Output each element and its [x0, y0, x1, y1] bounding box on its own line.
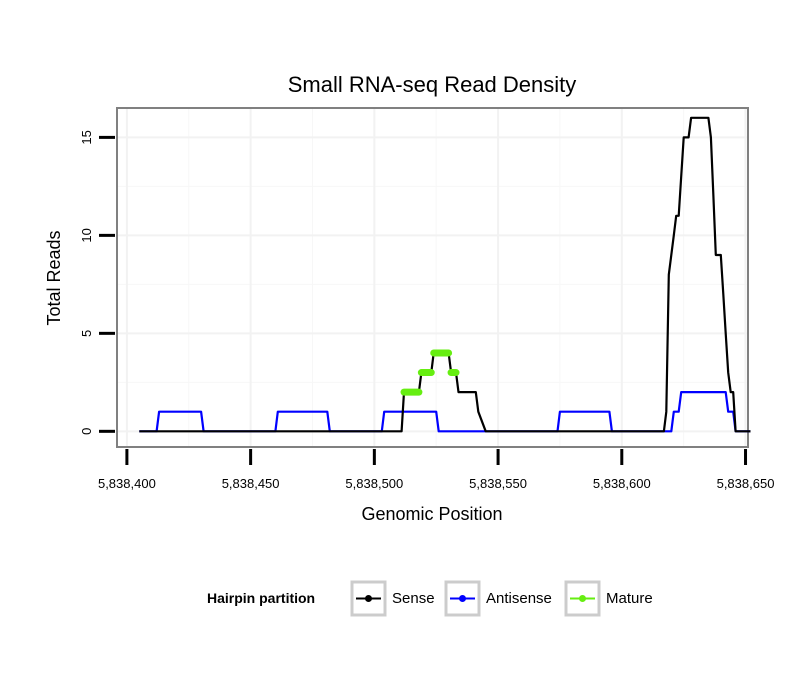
x-axis-label: Genomic Position	[361, 504, 502, 524]
legend-items: Sense Antisense Mature	[350, 580, 653, 617]
x-tick-label: 5,838,450	[222, 476, 280, 491]
legend-label-sense: Sense	[392, 590, 435, 607]
y-tick-label: 10	[79, 228, 94, 242]
grid-minor	[118, 109, 747, 446]
legend-title: Hairpin partition	[207, 590, 315, 606]
legend-label-antisense: Antisense	[486, 590, 552, 607]
x-tick-label: 5,838,500	[345, 476, 403, 491]
y-tick-label: 15	[79, 130, 94, 144]
y-axis-label: Total Reads	[44, 230, 64, 325]
y-tick-label: 0	[79, 428, 94, 435]
x-tick-label: 5,838,600	[593, 476, 651, 491]
y-axis: 0 5 10 15	[79, 130, 115, 435]
x-tick-label: 5,838,550	[469, 476, 527, 491]
legend: Hairpin partition Sense Antisense Mature	[207, 580, 653, 617]
legend-swatch-dot-antisense	[459, 595, 466, 602]
x-tick-label: 5,838,400	[98, 476, 156, 491]
x-tick-label: 5,838,650	[717, 476, 775, 491]
legend-label-mature: Mature	[606, 590, 653, 607]
legend-swatch-dot-mature	[579, 595, 586, 602]
plot-panel	[116, 107, 749, 448]
legend-swatch-dot-sense	[365, 595, 372, 602]
y-tick-label: 5	[79, 330, 94, 337]
series-layer	[139, 116, 751, 433]
x-axis: 5,838,400 5,838,450 5,838,500 5,838,550 5,83…	[98, 449, 774, 491]
chart-title: Small RNA-seq Read Density	[288, 72, 577, 97]
